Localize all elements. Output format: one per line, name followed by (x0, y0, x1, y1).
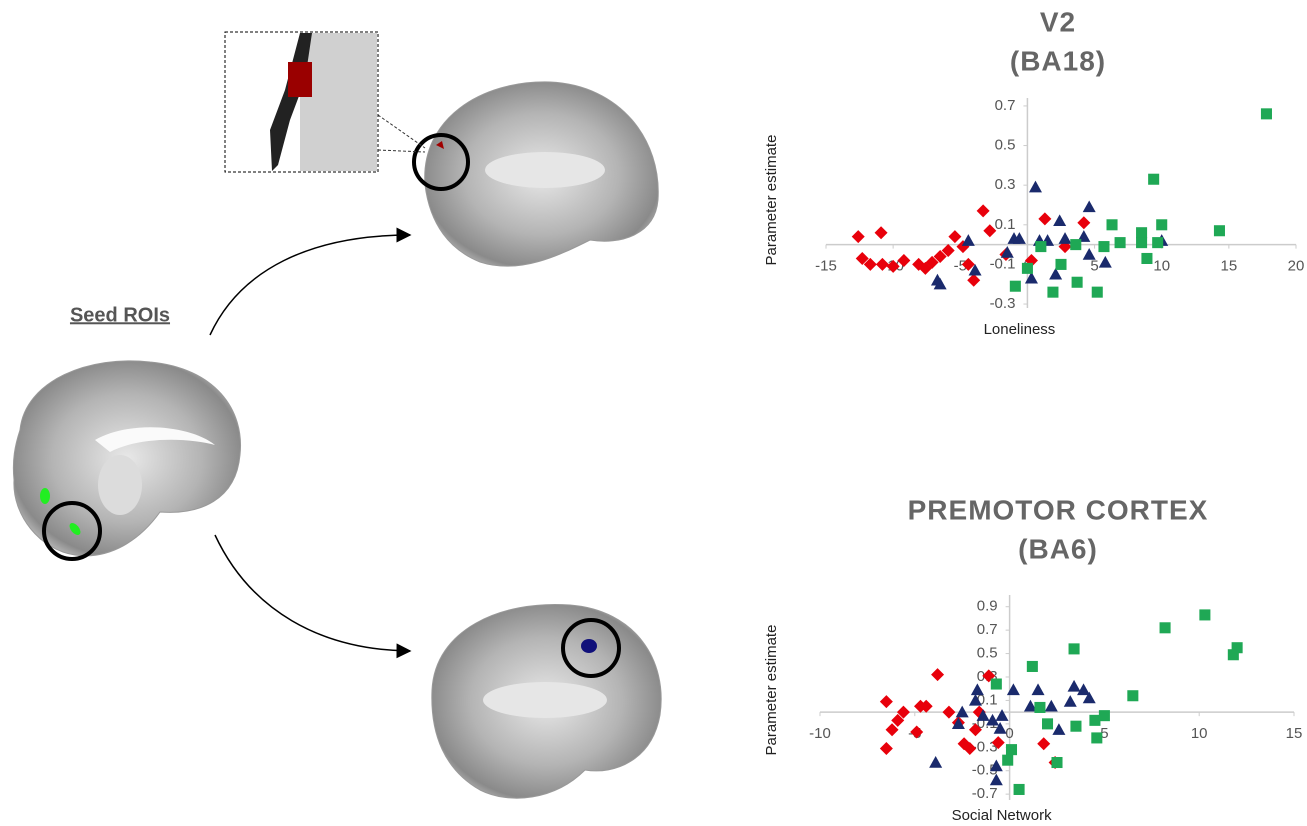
point (1053, 214, 1066, 226)
x-tick-label: 10 (1191, 725, 1208, 742)
point (1052, 723, 1065, 735)
y-tick-label: 0.9 (977, 598, 998, 615)
point (1148, 174, 1159, 185)
point (1006, 744, 1017, 755)
point (991, 679, 1002, 690)
point (1136, 227, 1147, 238)
point (1035, 241, 1046, 252)
point (977, 204, 990, 217)
point (1152, 237, 1163, 248)
point (1007, 683, 1020, 695)
point (1115, 237, 1126, 248)
chart-title: V2 (1040, 6, 1076, 37)
point (962, 234, 975, 246)
point (1014, 784, 1025, 795)
point (931, 668, 944, 681)
y-tick-label: -0.7 (972, 785, 998, 802)
y-axis-label: Parameter estimate (763, 135, 780, 266)
point (1034, 702, 1045, 713)
figure: Seed ROIs V2(BA18)-15-10-5051015200.70.5… (0, 0, 1307, 826)
inset (225, 32, 425, 172)
x-tick-label: 15 (1221, 258, 1238, 275)
point (1051, 757, 1062, 768)
y-tick-label: 0.7 (995, 97, 1016, 114)
point (1141, 253, 1152, 264)
point (1098, 241, 1109, 252)
x-tick-label: -10 (809, 725, 831, 742)
point (1077, 216, 1090, 229)
point (1107, 219, 1118, 230)
x-tick-label: 15 (1286, 725, 1303, 742)
point (1029, 181, 1042, 193)
point (971, 683, 984, 695)
point (1027, 661, 1038, 672)
point (1068, 680, 1081, 692)
point (875, 226, 888, 239)
arrow (210, 235, 410, 335)
point (1099, 256, 1112, 268)
chart-subtitle: (BA18) (1010, 45, 1106, 76)
x-tick-label: -15 (815, 258, 837, 275)
point (1038, 212, 1051, 225)
v2-brain (414, 82, 658, 266)
point (948, 230, 961, 243)
x-tick-label: 20 (1288, 258, 1305, 275)
x-axis-label: Loneliness (984, 321, 1056, 338)
point (942, 706, 955, 719)
point (1032, 683, 1045, 695)
point (880, 742, 893, 755)
y-tick-label: 0.3 (995, 176, 1016, 193)
point (1022, 263, 1033, 274)
chart-title: PREMOTOR CORTEX (908, 494, 1209, 525)
point (929, 756, 942, 768)
x-tick-label: 5 (1090, 258, 1098, 275)
point (1261, 108, 1272, 119)
point (1089, 715, 1100, 726)
point (1069, 643, 1080, 654)
point (1091, 732, 1102, 743)
point (1070, 721, 1081, 732)
seed-label: Seed ROIs (70, 304, 170, 326)
point (1010, 281, 1021, 292)
point (1092, 287, 1103, 298)
y-tick-label: -0.1 (990, 255, 1016, 272)
point (931, 274, 944, 286)
y-tick-label: 0.1 (995, 216, 1016, 233)
point (1083, 200, 1096, 212)
point (852, 230, 865, 243)
seed-brain (13, 361, 240, 559)
point (967, 274, 980, 287)
y-axis-label: Parameter estimate (763, 625, 780, 756)
y-tick-label: 0.5 (995, 137, 1016, 154)
point (1156, 219, 1167, 230)
point (1059, 232, 1072, 244)
point (1037, 737, 1050, 750)
point (880, 695, 893, 708)
point (1214, 225, 1225, 236)
y-tick-label: 0.5 (977, 645, 998, 662)
point (1064, 695, 1077, 707)
arrow (215, 535, 410, 651)
y-tick-label: -0.3 (990, 295, 1016, 312)
point (1136, 237, 1147, 248)
point (1045, 700, 1058, 712)
point (1055, 259, 1066, 270)
point (1042, 718, 1053, 729)
x-tick-label: 10 (1153, 258, 1170, 275)
point (1070, 239, 1081, 250)
point (1099, 710, 1110, 721)
point (1083, 248, 1096, 260)
x-axis-label: Social Network (952, 807, 1053, 824)
point (1072, 277, 1083, 288)
point (1002, 755, 1013, 766)
point (1127, 690, 1138, 701)
chart-subtitle: (BA6) (1018, 533, 1098, 564)
premotor-brain (432, 604, 661, 798)
point (1199, 609, 1210, 620)
point (1047, 287, 1058, 298)
y-tick-label: 0.7 (977, 621, 998, 638)
x-tick-label: 0 (1005, 725, 1013, 742)
point (1232, 642, 1243, 653)
point (1160, 622, 1171, 633)
